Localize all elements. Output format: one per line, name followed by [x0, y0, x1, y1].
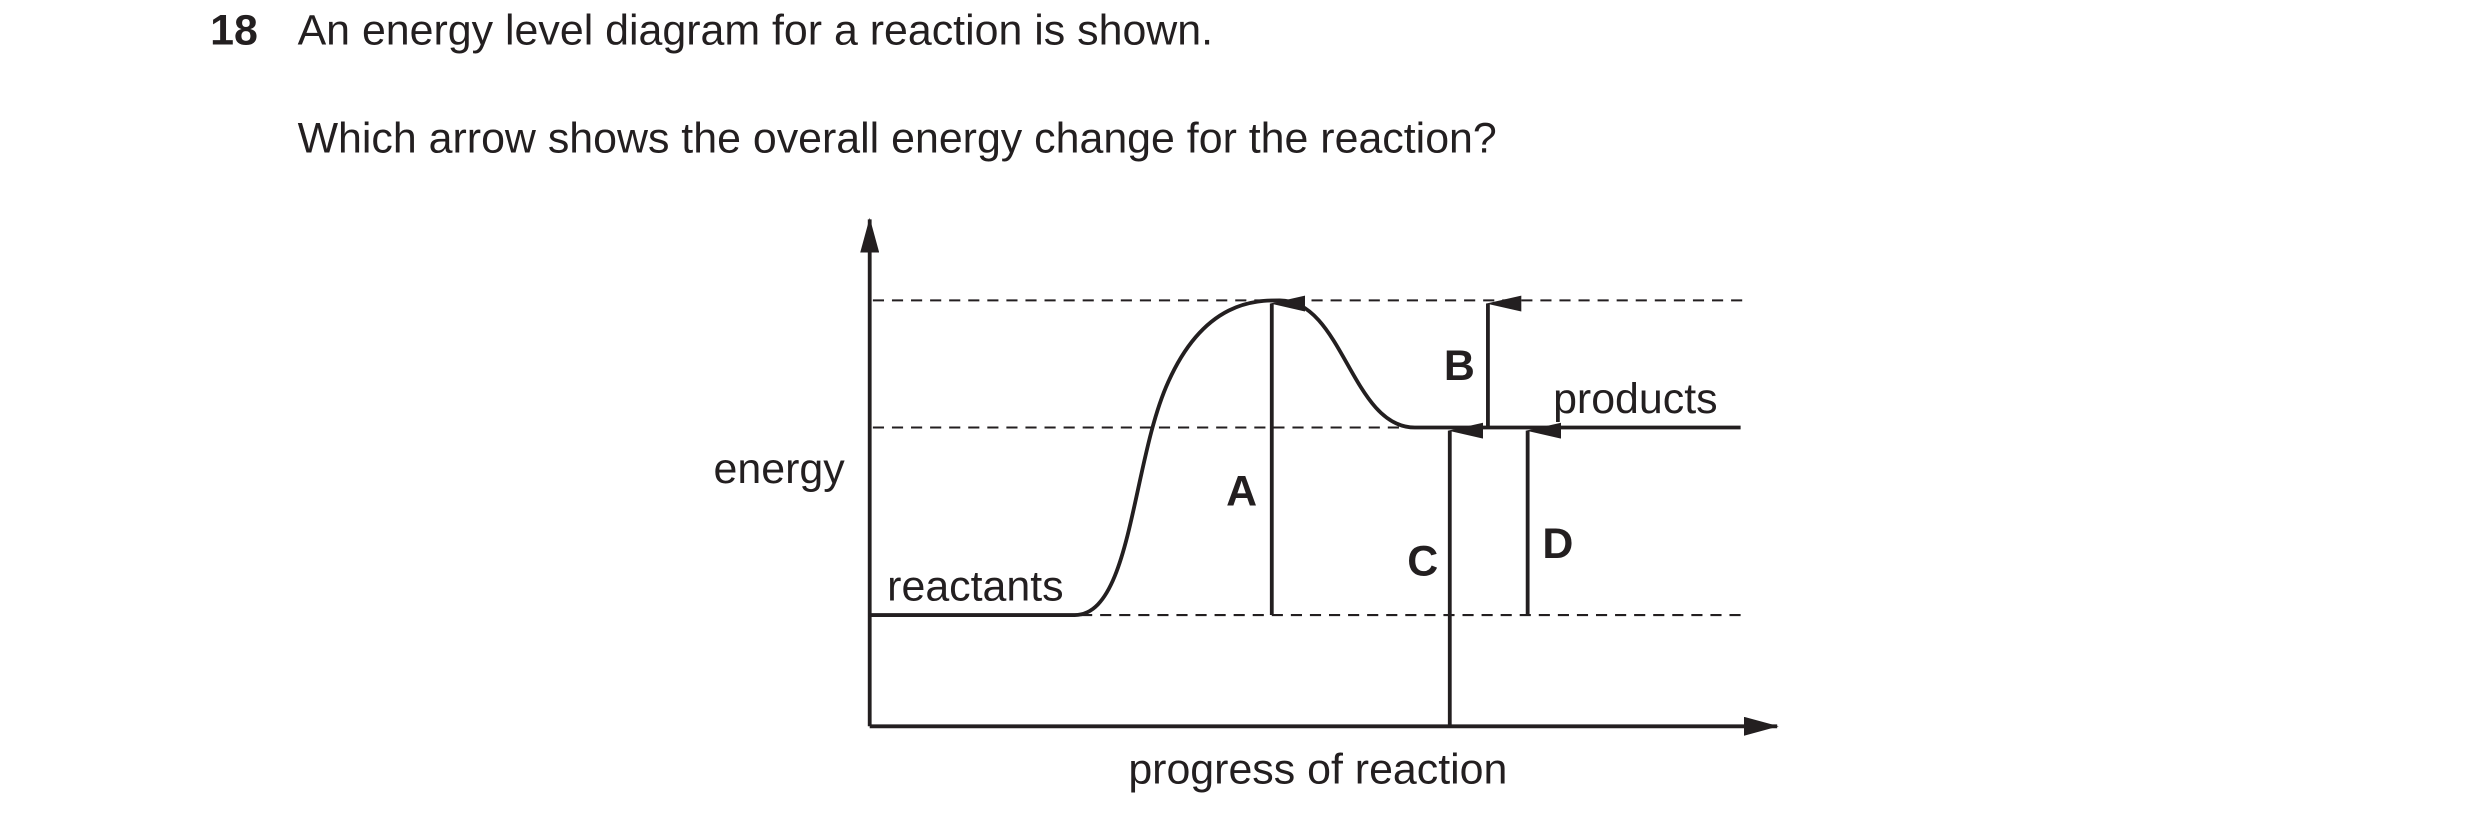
products-label: products — [1553, 375, 1718, 423]
reactants-label: reactants — [887, 563, 1063, 611]
arrow-label: C — [1407, 537, 1438, 585]
energy-diagram: A B C D energy progress of reaction reac… — [714, 217, 1779, 794]
y-axis-label: energy — [714, 445, 846, 493]
x-axis-label: progress of reaction — [1128, 746, 1507, 794]
arrow-label: B — [1444, 342, 1475, 390]
question-text: An energy level diagram for a reaction i… — [298, 6, 1213, 54]
question-number: 18 — [210, 6, 258, 54]
question-prompt: Which arrow shows the overall energy cha… — [298, 115, 1497, 163]
energy-curve — [869, 298, 1741, 617]
arrow-label: A — [1226, 467, 1257, 515]
arrow-label: D — [1542, 520, 1573, 568]
